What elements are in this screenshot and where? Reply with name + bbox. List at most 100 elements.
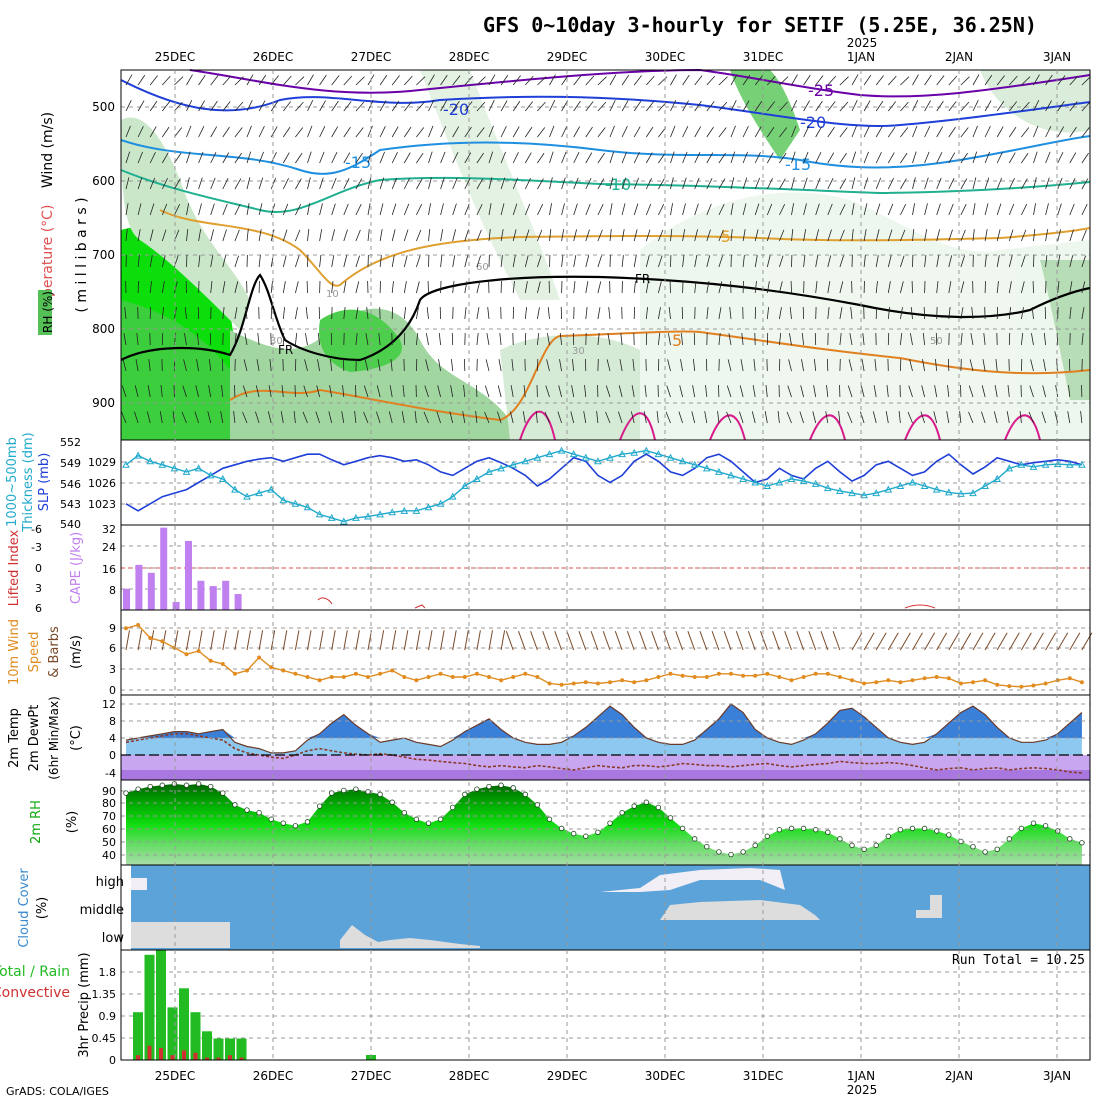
upper-wind-barb [242, 385, 248, 398]
upper-wind-barb [464, 203, 470, 216]
upper-wind-barb [779, 204, 786, 216]
thickness-point [739, 474, 747, 482]
upper-wind-barb [354, 411, 357, 424]
upper-wind-barb [597, 76, 607, 86]
li-series [317, 597, 936, 609]
upper-wind-barb [718, 178, 726, 190]
wind-speed-point [317, 678, 322, 683]
rh-tick: 50 [102, 836, 116, 849]
upper-wind-barb [148, 359, 151, 372]
contour-label: 60 [476, 262, 489, 273]
upper-wind-barb [246, 125, 252, 138]
upper-wind-barb [363, 385, 369, 398]
thickness-point [533, 453, 542, 461]
rh-point [413, 816, 420, 822]
upper-wind-barb [198, 255, 201, 268]
upper-wind-barb [524, 307, 527, 320]
temp-tick: 4 [109, 732, 116, 745]
upper-wind-barb [416, 307, 419, 320]
pressure-tick: 800 [92, 322, 115, 336]
upper-wind-barb [184, 307, 187, 320]
precip-bars [133, 950, 247, 1060]
upper-wind-barb [331, 281, 334, 294]
thickness-tick: 552 [60, 436, 81, 449]
upper-wind-barb [815, 126, 823, 138]
upper-wind-barb [633, 229, 638, 242]
contour-label: -15 [345, 153, 371, 172]
upper-wind-barb [476, 307, 480, 320]
upper-wind-barb [258, 126, 265, 138]
upper-wind-barb [754, 229, 759, 242]
wind-speed-point [353, 671, 358, 676]
upper-wind-barb [1069, 101, 1078, 112]
upper-wind-barb [210, 152, 217, 164]
upper-wind-barb [934, 385, 938, 398]
cloud-level-middle: middle [80, 903, 124, 918]
upper-wind-barb [960, 204, 967, 216]
upper-wind-barb [968, 411, 974, 424]
upper-wind-barb [742, 100, 750, 112]
date-label: 1JAN [847, 1069, 875, 1083]
precip-panel: Run Total = 10.25 1.8 1.35 0.9 0.45 0 To… [0, 949, 1091, 1067]
thickness-point [327, 513, 336, 521]
pressure-tick: 900 [92, 396, 115, 410]
upper-wind-barb [547, 333, 550, 346]
wind-speed-point [462, 675, 467, 679]
surface-wind-barb [452, 630, 457, 651]
upper-wind-barb [936, 126, 944, 138]
convective-bar [193, 1052, 198, 1060]
rh-point [825, 829, 831, 836]
upper-wind-barb [391, 75, 400, 86]
upper-wind-barb [947, 385, 950, 398]
upper-wind-barb [317, 333, 320, 346]
rh-point [268, 816, 274, 822]
surface-wind-barb [663, 631, 671, 651]
upper-wind-barb [452, 255, 456, 268]
upper-wind-barb [910, 307, 913, 320]
upper-wind-barb [898, 411, 901, 424]
upper-wind-barb [246, 229, 249, 242]
cape-bar [147, 572, 155, 610]
upper-wind-barb [122, 359, 127, 372]
upper-wind-barb [803, 255, 806, 268]
upper-wind-barb [680, 333, 683, 346]
upper-wind-barb [282, 101, 292, 112]
upper-wind-barb [742, 229, 746, 242]
upper-wind-barb [270, 100, 279, 112]
upper-wind-barb [1069, 178, 1076, 190]
upper-wind-barb [960, 152, 968, 164]
upper-wind-barb [391, 126, 399, 138]
upper-wind-barb [678, 411, 683, 424]
upper-wind-barb [827, 203, 833, 216]
upper-wind-barb [996, 177, 1003, 190]
upper-wind-barb [137, 126, 144, 138]
upper-wind-barb [549, 229, 552, 242]
rh-point [425, 820, 432, 826]
upper-wind-barb [645, 152, 653, 164]
credit-label: GrADS: COLA/IGES [6, 1085, 109, 1098]
upper-wind-barb [609, 100, 616, 112]
upper-wind-barb [537, 127, 546, 138]
upper-wind-barb [512, 203, 518, 216]
upper-wind-barb [161, 203, 168, 216]
date-label: 3JAN [1043, 50, 1071, 64]
axis-title-wind-2: Speed [27, 632, 42, 673]
upper-wind-barb [585, 255, 590, 268]
upper-wind-barb [416, 229, 422, 242]
upper-wind-barb [198, 177, 203, 190]
upper-wind-barb [210, 177, 216, 190]
thickness-point [412, 506, 421, 514]
upper-wind-barb [1021, 333, 1024, 346]
upper-wind-barb [658, 281, 662, 294]
upper-wind-barb [618, 411, 623, 424]
upper-wind-barb [452, 281, 455, 294]
wind-speed-point [366, 675, 370, 679]
upper-wind-barb [134, 385, 139, 398]
upper-wind-barb [970, 333, 974, 346]
upper-wind-barb [812, 411, 817, 424]
upper-wind-barb [971, 307, 974, 320]
upper-wind-barb [452, 229, 456, 242]
upper-wind-barb [791, 203, 794, 216]
upper-wind-barb [561, 151, 567, 164]
upper-wind-barb [343, 178, 350, 190]
